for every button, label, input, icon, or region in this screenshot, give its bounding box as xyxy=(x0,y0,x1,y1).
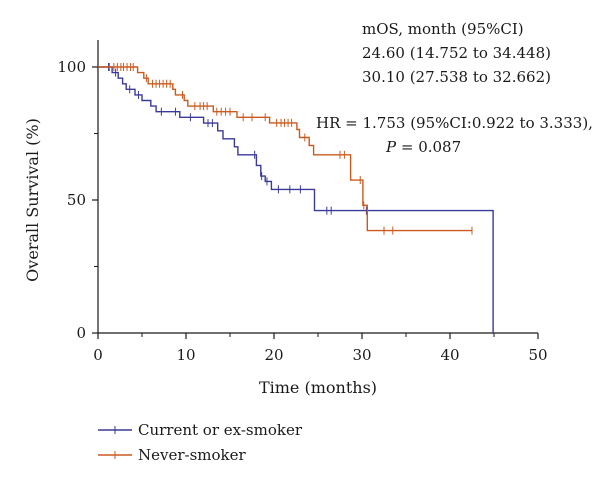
mos-never-smoker: 30.10 (27.538 to 32.662) xyxy=(362,68,551,86)
x-tick-label: 20 xyxy=(264,346,283,364)
p-value-number: = 0.087 xyxy=(396,138,461,156)
series-1 xyxy=(98,63,494,333)
x-axis-title: Time (months) xyxy=(259,378,377,397)
y-axis-title: Overall Survival (%) xyxy=(23,118,42,282)
p-label: P xyxy=(385,138,397,156)
mos-header: mOS, month (95%CI) xyxy=(362,20,524,38)
p-value: P = 0.087 xyxy=(385,138,461,156)
legend-label: Current or ex-smoker xyxy=(138,421,303,439)
survival-curve xyxy=(98,66,472,232)
x-tick-label: 50 xyxy=(528,346,547,364)
mos-smoker: 24.60 (14.752 to 34.448) xyxy=(362,44,551,62)
series-2 xyxy=(98,63,473,235)
y-tick-label: 50 xyxy=(67,191,86,209)
survival-curve xyxy=(98,66,494,333)
y-tick-label: 100 xyxy=(57,58,86,76)
legend-label: Never-smoker xyxy=(138,446,247,464)
hazard-ratio: HR = 1.753 (95%CI:0.922 to 3.333), xyxy=(316,114,593,132)
x-tick-label: 10 xyxy=(176,346,195,364)
x-tick-label: 0 xyxy=(93,346,103,364)
y-tick-label: 0 xyxy=(76,324,86,342)
axes: 0 10 20 30 40 50 0 50 100 xyxy=(57,40,548,364)
legend: Current or ex-smoker Never-smoker xyxy=(98,421,303,464)
legend-item: Current or ex-smoker xyxy=(98,421,303,439)
x-tick-label: 40 xyxy=(440,346,459,364)
legend-item: Never-smoker xyxy=(98,446,247,464)
curves xyxy=(98,63,494,333)
x-tick-label: 30 xyxy=(352,346,371,364)
